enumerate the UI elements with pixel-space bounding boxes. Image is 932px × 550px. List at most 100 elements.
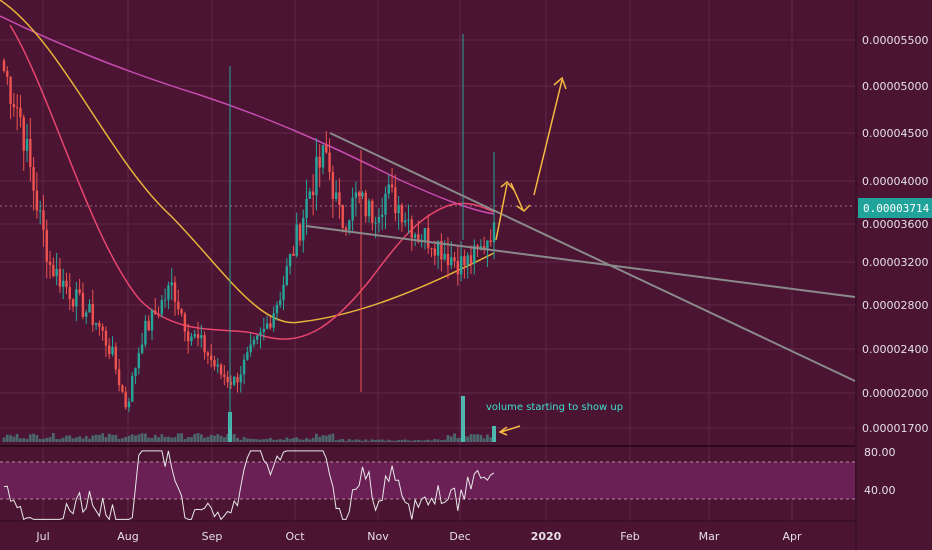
candle-body bbox=[338, 192, 341, 205]
candle-body bbox=[275, 304, 279, 314]
candle-body bbox=[22, 117, 25, 151]
candle-body bbox=[384, 193, 387, 215]
volume-bar bbox=[232, 433, 236, 442]
candle-body bbox=[71, 299, 75, 307]
candle-body bbox=[344, 227, 348, 230]
ma-long-line bbox=[0, 15, 495, 215]
volume-bar bbox=[2, 437, 6, 442]
volume-bar bbox=[456, 437, 460, 442]
volume-bar bbox=[150, 437, 154, 442]
candle-body bbox=[453, 257, 456, 262]
candle-body bbox=[157, 314, 160, 316]
time-tick-label: Dec bbox=[449, 530, 470, 543]
volume-bar bbox=[134, 435, 137, 442]
candle-body bbox=[203, 335, 206, 353]
candle-body bbox=[108, 345, 111, 355]
volume-bar bbox=[282, 439, 285, 442]
candle-body bbox=[94, 323, 98, 325]
candle-body bbox=[305, 198, 308, 219]
volume-bar bbox=[262, 439, 266, 442]
candle-body bbox=[302, 218, 305, 241]
volume-bar bbox=[347, 439, 351, 442]
candle-body bbox=[410, 219, 413, 238]
volume-bar bbox=[305, 438, 308, 442]
candle-body bbox=[147, 320, 150, 331]
candle-body bbox=[144, 320, 147, 345]
candle-body bbox=[400, 205, 404, 223]
price-axis-bg bbox=[856, 0, 932, 521]
candle-body bbox=[213, 359, 216, 367]
volume-bar bbox=[252, 438, 256, 442]
candle-body bbox=[242, 359, 246, 375]
volume-bar bbox=[111, 435, 114, 442]
volume-bar bbox=[387, 439, 391, 442]
volume-bar bbox=[420, 440, 424, 442]
volume-bar bbox=[61, 437, 65, 442]
volume-bar bbox=[157, 437, 160, 442]
arrow-head bbox=[500, 180, 515, 191]
descending-trendline bbox=[329, 132, 856, 382]
candle-body bbox=[190, 336, 193, 342]
candle-body bbox=[61, 280, 65, 287]
volume-bar bbox=[190, 437, 193, 442]
volume-bar bbox=[153, 434, 157, 442]
volume-bar bbox=[55, 438, 59, 442]
volume-bar bbox=[45, 437, 49, 442]
candle-body bbox=[479, 246, 483, 250]
candle-body bbox=[325, 145, 328, 153]
volume-bar bbox=[5, 434, 9, 442]
volume-bar bbox=[193, 434, 197, 442]
candle-body bbox=[482, 246, 486, 250]
time-tick-label: Mar bbox=[699, 530, 720, 543]
candle-body bbox=[134, 368, 137, 376]
candle-body bbox=[239, 374, 242, 383]
candle-body bbox=[390, 184, 394, 188]
volume-bar bbox=[147, 437, 151, 442]
candle-body bbox=[279, 300, 282, 305]
candle-body bbox=[269, 323, 272, 328]
candle-body bbox=[193, 334, 196, 337]
volume-bar bbox=[426, 439, 430, 442]
price-tick-label: 0.00005000 bbox=[862, 80, 928, 93]
candle-body bbox=[209, 355, 213, 360]
volume-bar bbox=[288, 438, 292, 442]
volume-bar bbox=[321, 435, 325, 442]
candle-body bbox=[397, 205, 400, 214]
candle-body bbox=[38, 210, 42, 212]
volume-bar bbox=[249, 438, 253, 442]
candle-body bbox=[121, 385, 124, 392]
volume-bar bbox=[397, 440, 401, 442]
candle-body bbox=[489, 240, 492, 243]
candles bbox=[2, 34, 496, 428]
volume-annotation: volume starting to show up bbox=[486, 402, 623, 413]
current-price-tag: 0.00003714 bbox=[858, 198, 932, 218]
candle-body bbox=[456, 261, 460, 275]
candle-body bbox=[124, 391, 127, 408]
time-tick-label: Sep bbox=[202, 530, 223, 543]
rsi-band bbox=[0, 462, 855, 499]
volume-bar bbox=[469, 434, 473, 442]
time-tick-label: Nov bbox=[367, 530, 389, 543]
arrow-segment bbox=[495, 183, 508, 241]
candle-body bbox=[32, 167, 35, 191]
volume-bar bbox=[341, 439, 345, 442]
candle-body bbox=[252, 339, 256, 345]
candle-body bbox=[272, 313, 275, 328]
price-axis-ticks: 0.00005500 0.00005000 0.00004500 0.00004000… bbox=[862, 34, 928, 435]
volume-bar bbox=[196, 433, 200, 442]
rsi-line bbox=[3, 450, 495, 521]
candle-body bbox=[2, 60, 6, 72]
candle-body bbox=[321, 145, 325, 168]
candle-body bbox=[52, 264, 55, 277]
candle-body bbox=[25, 138, 29, 151]
volume-bar bbox=[308, 439, 312, 442]
candle-body bbox=[469, 255, 473, 264]
candle-body bbox=[29, 138, 32, 168]
volume-bar bbox=[167, 436, 170, 442]
candle-body bbox=[259, 332, 262, 336]
candle-body bbox=[35, 190, 39, 211]
volume-bar bbox=[226, 434, 230, 442]
volume-bar bbox=[357, 439, 361, 442]
